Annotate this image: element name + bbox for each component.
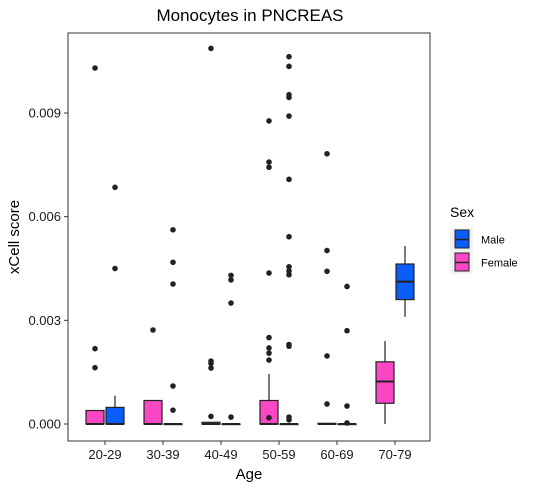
outlier-point (170, 226, 176, 233)
box-female-20-29 (85, 409, 105, 425)
outlier-point (344, 283, 350, 290)
legend-item-male: Male (450, 228, 505, 251)
box-series (85, 246, 415, 426)
outlier-point (286, 91, 292, 98)
outlier-point (228, 277, 234, 283)
box-female-40-49 (201, 421, 221, 425)
outlier-point (112, 265, 118, 272)
outlier-point (324, 268, 330, 275)
box-iqr (143, 399, 163, 425)
outlier-point (286, 176, 292, 183)
outlier-point (324, 401, 330, 407)
box-female-50-59 (259, 373, 279, 425)
legend-label: Female (481, 258, 518, 270)
outlier-point (92, 364, 98, 371)
y-axis-title: xCell score (6, 200, 23, 274)
outlier-point (324, 353, 330, 359)
outlier-point (344, 327, 350, 334)
box-female-60-69 (317, 422, 337, 425)
outlier-point (344, 403, 350, 409)
legend-item-female: Female (450, 251, 518, 274)
outlier-point (266, 159, 272, 165)
x-tick-label: 20-29 (88, 447, 121, 462)
outlier-point (208, 365, 214, 371)
legend-label: Male (481, 235, 505, 247)
outlier-point (92, 345, 98, 352)
x-tick-label: 50-59 (262, 447, 295, 462)
x-tick-label: 30-39 (146, 447, 179, 462)
outlier-point (266, 345, 272, 351)
outlier-point (286, 53, 292, 60)
outlier-point (286, 268, 292, 274)
outlier-point (208, 358, 214, 364)
outlier-point (266, 334, 272, 341)
outlier-point (170, 259, 176, 266)
legend: Sex Male Female (450, 204, 518, 274)
y-tick-label: 0.006 (28, 209, 61, 224)
box-male-70-79 (395, 246, 415, 317)
box-female-70-79 (375, 341, 395, 424)
x-tick-label: 70-79 (378, 447, 411, 462)
outlier-point (228, 414, 234, 420)
outlier-point (92, 65, 98, 71)
x-axis-title: Age (236, 466, 263, 483)
outlier-point (170, 281, 176, 287)
box-iqr (105, 406, 125, 425)
y-axis: 0.000 0.003 0.006 0.009 (28, 106, 68, 432)
outlier-point (228, 272, 234, 279)
outlier-point (266, 118, 272, 124)
outlier-point (324, 150, 330, 157)
outlier-point (228, 300, 234, 306)
outlier-point (286, 233, 292, 240)
box-female-30-39 (143, 399, 163, 425)
outlier-point (208, 45, 214, 52)
outlier-point (266, 350, 272, 356)
box-male-20-29 (105, 395, 125, 425)
outlier-point (266, 414, 272, 421)
outlier-point (344, 420, 350, 426)
outlier-point (266, 270, 272, 276)
outlier-point (150, 327, 156, 333)
outlier-point (266, 357, 272, 363)
box-iqr (85, 409, 105, 425)
outlier-point (286, 414, 292, 420)
outlier-point (286, 263, 292, 270)
legend-title: Sex (450, 204, 474, 220)
outlier-point (286, 341, 292, 348)
x-tick-label: 40-49 (204, 447, 237, 462)
outlier-point (286, 113, 292, 119)
plot-panel (67, 32, 431, 442)
outlier-point (286, 63, 292, 70)
box-iqr (375, 361, 395, 404)
box-male-50-59 (279, 423, 299, 426)
outlier-point (266, 164, 272, 171)
chart-title: Monocytes in PNCREAS (156, 6, 343, 25)
outlier-point (112, 184, 118, 191)
y-tick-label: 0.003 (28, 313, 61, 328)
outlier-point (170, 383, 176, 389)
outlier-point (170, 407, 176, 413)
box-male-30-39 (163, 423, 183, 426)
y-tick-label: 0.000 (28, 417, 61, 432)
outlier-point (324, 247, 330, 254)
outlier-points (92, 45, 350, 426)
x-axis: 20-29 30-39 40-49 50-59 60-69 70-79 (88, 441, 412, 462)
box-male-40-49 (221, 423, 241, 426)
y-tick-label: 0.009 (28, 106, 61, 121)
x-tick-label: 60-69 (320, 447, 353, 462)
outlier-point (208, 413, 214, 420)
